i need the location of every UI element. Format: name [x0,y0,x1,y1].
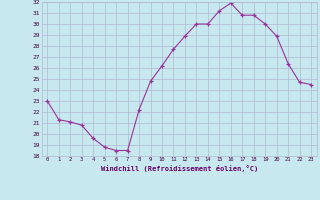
X-axis label: Windchill (Refroidissement éolien,°C): Windchill (Refroidissement éolien,°C) [100,165,258,172]
